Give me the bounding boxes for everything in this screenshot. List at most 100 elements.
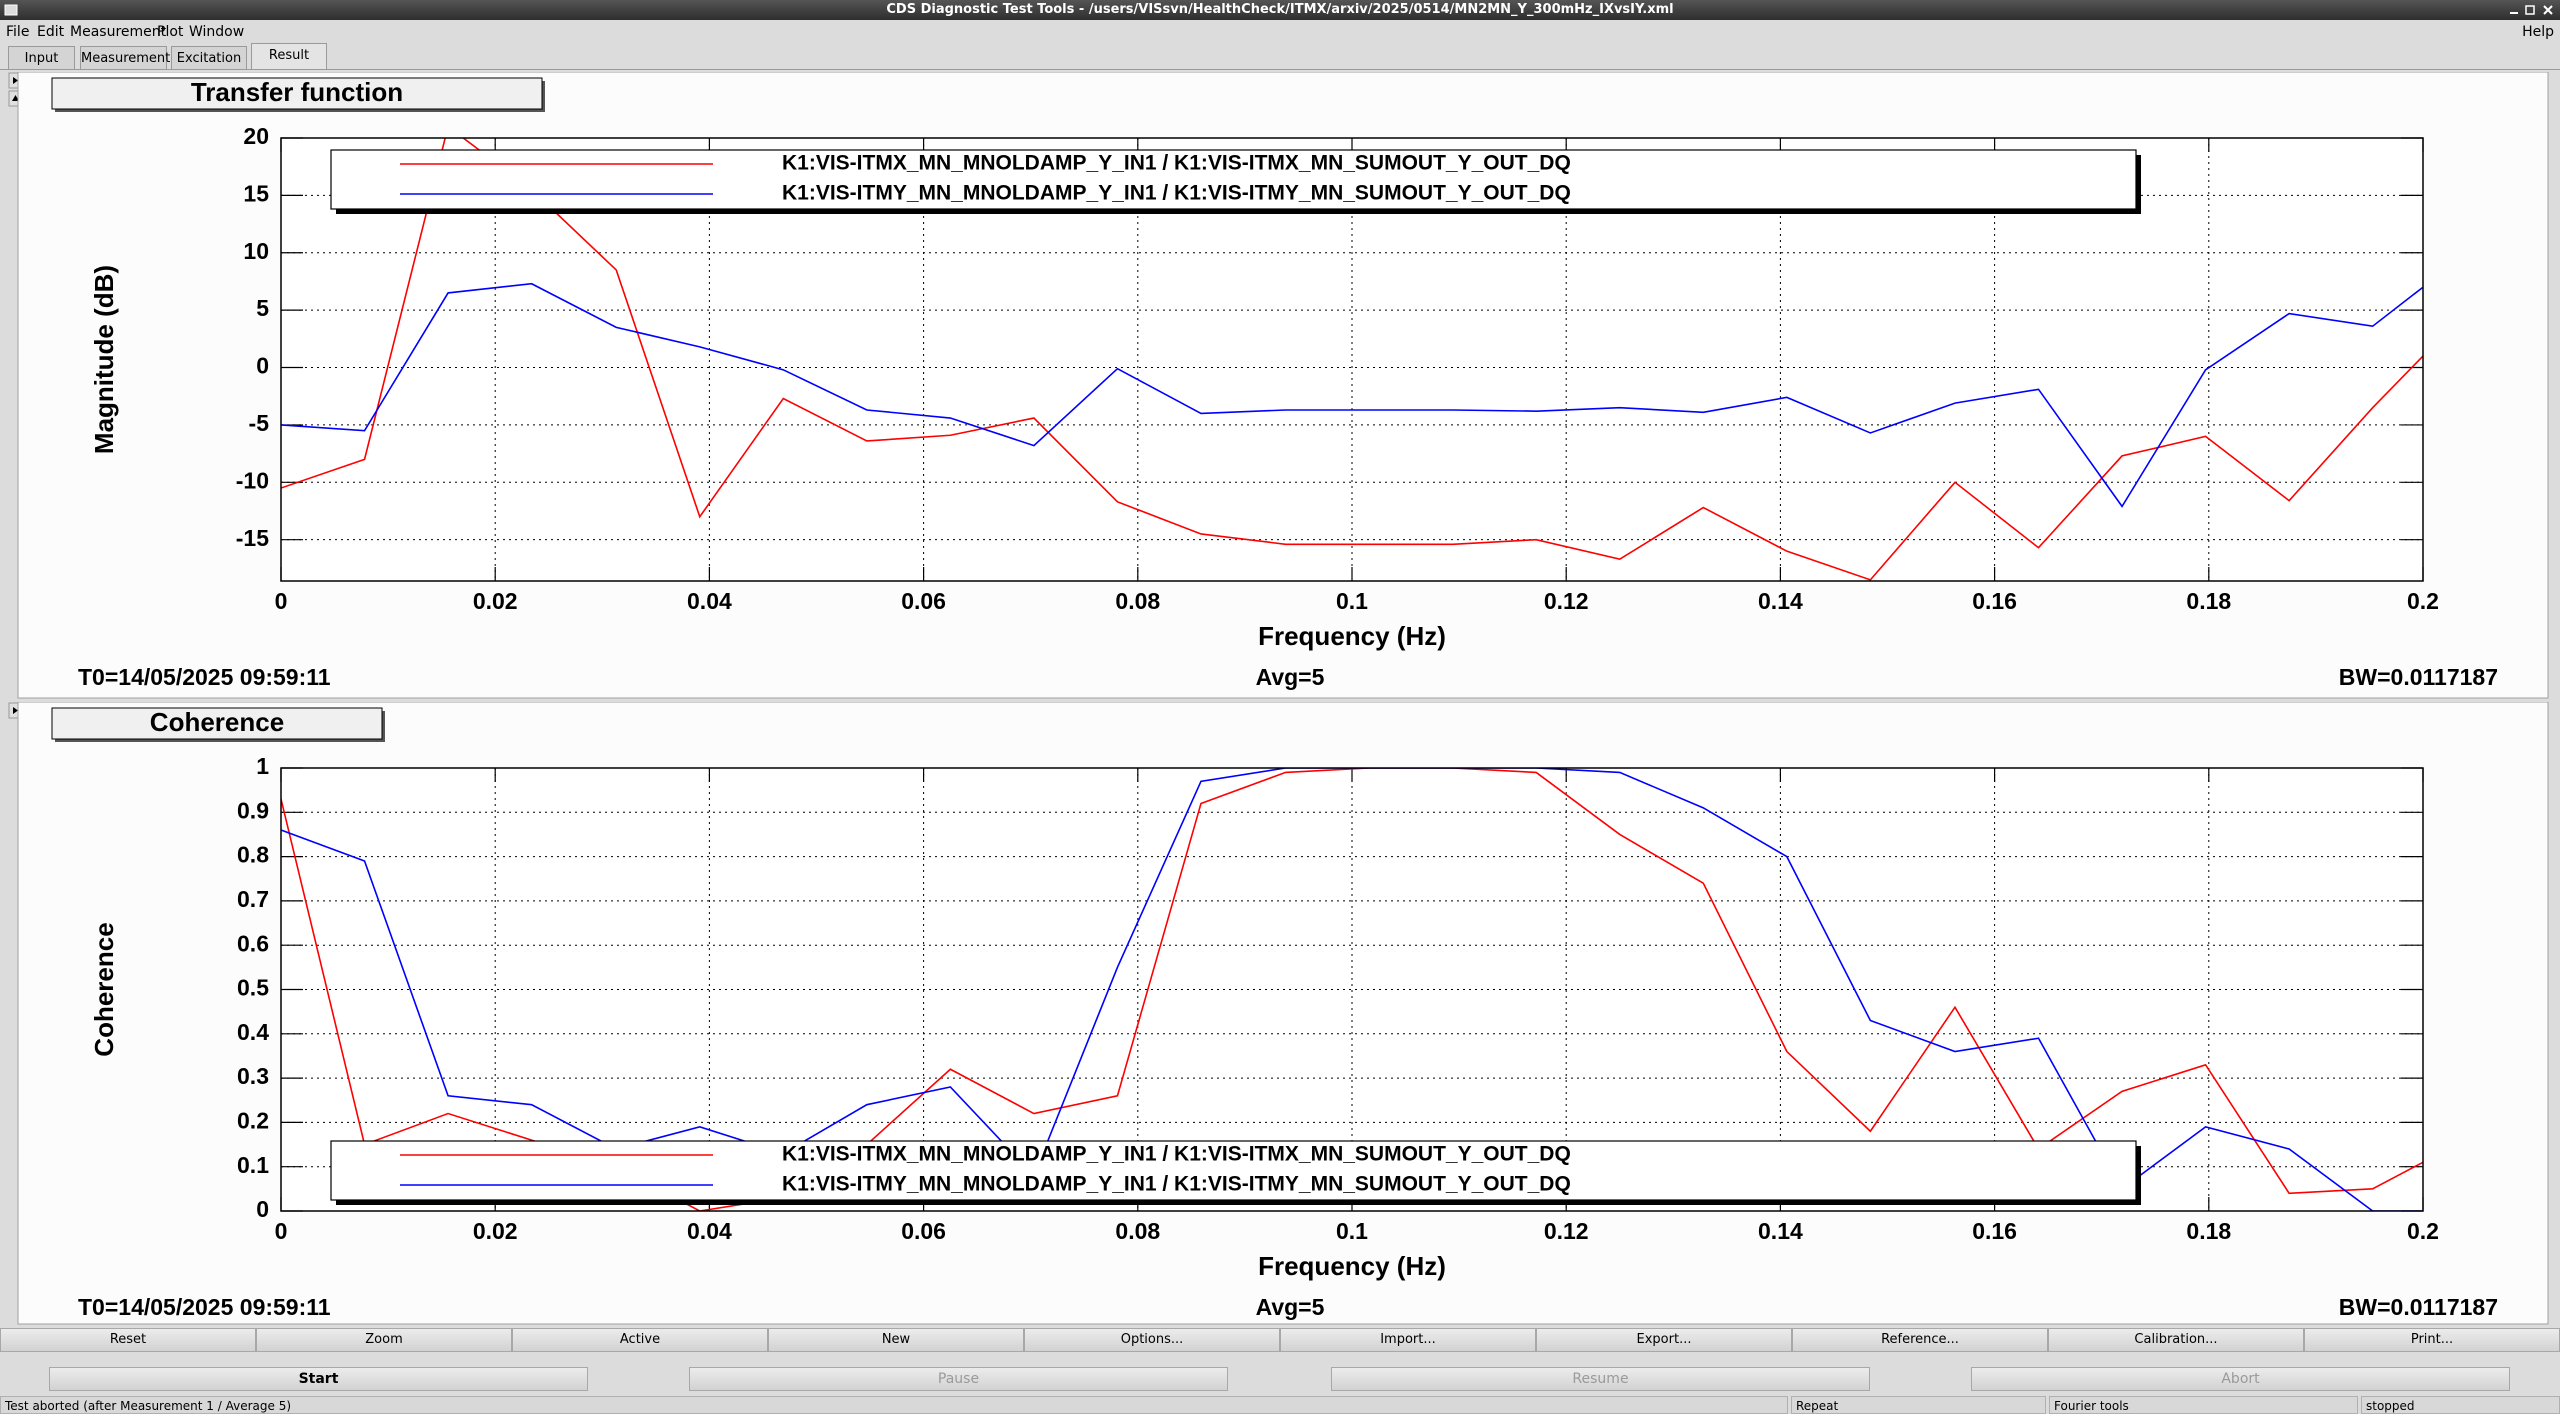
window-controls[interactable] [2508,3,2556,17]
control-button: Abort [1971,1367,2510,1391]
legend-label: K1:VIS-ITMX_MN_MNOLDAMP_Y_IN1 / K1:VIS-I… [782,1143,1571,1166]
x-tick-label: 0 [275,588,288,614]
tab[interactable]: Input [8,46,75,69]
y-tick-label: 0.3 [237,1063,269,1089]
x-axis-title: Frequency (Hz) [1258,621,1446,651]
chart-panel: Transfer function -15 -10 -5 0 5 10 15 20 0 0.02 0.… [17,72,2549,699]
x-tick-label: 0.08 [1115,588,1160,614]
annotation: Avg=5 [1256,1294,1325,1320]
plot-frame [280,767,2424,1212]
button[interactable]: Import... [1280,1328,1536,1352]
status-field: stopped [2361,1396,2560,1414]
legend-label: K1:VIS-ITMY_MN_MNOLDAMP_Y_IN1 / K1:VIS-I… [782,1173,1571,1196]
y-tick-label: 5 [256,295,269,321]
y-tick-label: 0.6 [237,930,269,956]
data-line [281,138,2423,581]
x-tick-label: 0.1 [1336,1218,1368,1244]
y-tick-label: 0 [256,1196,269,1222]
x-tick-label: 0.04 [687,1218,732,1244]
status-field: Fourier tools [2049,1396,2358,1414]
y-tick-label: 0.2 [237,1107,269,1133]
y-axis-title: Coherence [89,922,119,1056]
title-box [51,77,543,110]
plot-frame [280,137,2424,582]
x-tick-label: 0.2 [2407,588,2439,614]
button[interactable]: Options... [1024,1328,1280,1352]
x-axis-title: Frequency (Hz) [1258,1251,1446,1281]
button[interactable]: Calibration... [2048,1328,2304,1352]
button[interactable]: Zoom [256,1328,512,1352]
menu-item[interactable]: Window [189,24,245,40]
data-line [281,282,2423,508]
x-tick-label: 0.14 [1758,1218,1803,1244]
legend-label: K1:VIS-ITMX_MN_MNOLDAMP_Y_IN1 / K1:VIS-I… [782,152,1571,175]
y-tick-label: 0.5 [237,975,269,1001]
tab-line [0,69,2560,70]
x-tick-label: 0.08 [1115,1218,1160,1244]
legend-box [330,1140,2137,1201]
control-button: Pause [689,1367,1228,1391]
button[interactable]: Active [512,1328,768,1352]
chart-title: Coherence [150,707,284,737]
title-bar: CDS Diagnostic Test Tools - /users/VISsv… [0,0,2560,20]
y-axis-title: Magnitude (dB) [89,265,119,454]
menu-item[interactable]: Plot [157,24,184,40]
y-tick-label: 0 [256,353,269,379]
menu-help[interactable]: Help [2522,24,2554,40]
button[interactable]: Reference... [1792,1328,2048,1352]
annotation: T0=14/05/2025 09:59:11 [78,664,331,690]
button[interactable]: Export... [1536,1328,1792,1352]
x-tick-label: 0.18 [2186,1218,2231,1244]
tab[interactable]: Result [251,43,327,69]
x-tick-label: 0.14 [1758,588,1803,614]
annotation: Avg=5 [1256,664,1325,690]
window-icon [4,4,18,16]
title-box [51,707,383,740]
y-tick-label: -15 [236,525,269,551]
x-tick-label: 0.02 [473,1218,518,1244]
status-field: Test aborted (after Measurement 1 / Aver… [0,1396,1788,1414]
x-tick-label: 0.06 [901,1218,946,1244]
tab[interactable]: Excitation [171,46,247,69]
menu-item[interactable]: Edit [37,24,65,40]
window-title: CDS Diagnostic Test Tools - /users/VISsv… [886,2,1674,17]
x-tick-label: 0.12 [1544,1218,1589,1244]
annotation: BW=0.0117187 [2339,664,2498,690]
annotation: T0=14/05/2025 09:59:11 [78,1294,331,1320]
y-tick-label: 0.9 [237,797,269,823]
x-tick-label: 0.06 [901,588,946,614]
button[interactable]: Print... [2304,1328,2560,1352]
x-tick-label: 0.16 [1972,1218,2017,1244]
annotation: BW=0.0117187 [2339,1294,2498,1320]
legend-box [330,149,2137,210]
y-tick-label: 0.8 [237,842,269,868]
x-tick-label: 0.04 [687,588,732,614]
x-tick-label: 0.18 [2186,588,2231,614]
chart-title: Transfer function [191,77,403,107]
menu-bar [0,20,2560,44]
tab[interactable]: Measurement [80,46,170,69]
button[interactable]: New [768,1328,1024,1352]
x-tick-label: 0 [275,1218,288,1244]
y-tick-label: 15 [243,180,269,206]
x-tick-label: 0.16 [1972,588,2017,614]
y-tick-label: 0.7 [237,886,269,912]
status-field: Repeat [1791,1396,2046,1414]
legend-label: K1:VIS-ITMY_MN_MNOLDAMP_Y_IN1 / K1:VIS-I… [782,182,1571,205]
y-tick-label: 10 [243,238,269,264]
y-tick-label: 1 [256,753,269,779]
control-button[interactable]: Start [49,1367,588,1391]
x-tick-label: 0.2 [2407,1218,2439,1244]
y-tick-label: 0.4 [237,1019,269,1045]
x-tick-label: 0.12 [1544,588,1589,614]
button[interactable]: Reset [0,1328,256,1352]
x-tick-label: 0.1 [1336,588,1368,614]
y-tick-label: -10 [236,467,269,493]
control-button: Resume [1331,1367,1870,1391]
y-tick-label: 0.1 [237,1152,269,1178]
menu-item[interactable]: File [6,24,30,40]
chart-panel: Coherence 0 0.1 0.2 0.3 0.4 0.5 0.6 0.7 0.8 0.9 1 0 0… [17,702,2549,1325]
y-tick-label: -5 [249,410,270,436]
menu-item[interactable]: Measurement [70,24,167,40]
